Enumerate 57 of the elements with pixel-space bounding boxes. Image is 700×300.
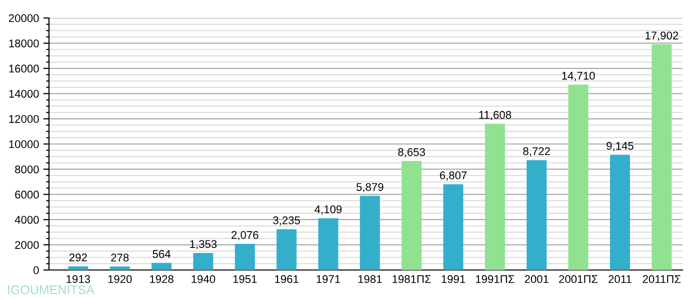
y-tick-label: 4000 (14, 216, 39, 224)
y-tick-label: 10000 (9, 140, 39, 148)
x-tick-label: 1951 (233, 275, 257, 284)
x-tick-label: 1981 (358, 275, 382, 284)
data-label: 9,145 (606, 142, 634, 152)
data-label: 14,710 (562, 72, 595, 81)
y-tick-label: 8000 (15, 165, 39, 174)
bar (234, 244, 255, 270)
x-tick-label: 1991ΠΣ (476, 275, 514, 284)
y-tick-label: 18000 (9, 39, 39, 48)
bar (276, 229, 297, 270)
bar (318, 218, 338, 270)
x-tick-label: 1940 (192, 275, 216, 284)
data-label: 3,235 (273, 216, 300, 226)
x-tick-label: 1913 (66, 275, 90, 284)
data-label: 292 (69, 253, 87, 262)
data-label: 4,109 (314, 205, 342, 215)
x-tick-label: 1971 (316, 275, 340, 284)
data-label: 8,722 (523, 147, 550, 156)
bar (484, 124, 505, 270)
bar (193, 252, 214, 270)
data-label: 278 (111, 254, 129, 262)
x-tick-label: 2011 (608, 275, 632, 284)
bar (68, 266, 88, 270)
data-label: 5,879 (356, 183, 384, 192)
data-label: 17,902 (646, 32, 678, 41)
bar (443, 184, 464, 270)
bar (652, 44, 672, 270)
data-label: 564 (152, 250, 170, 258)
data-label: 8,653 (398, 148, 426, 158)
bar (152, 262, 172, 270)
text: IGOUMENITSA (8, 285, 94, 294)
bar (402, 160, 422, 270)
x-tick-label: 2011ΠΣ (642, 275, 681, 284)
bar (526, 160, 547, 270)
y-tick-label: 20000 (8, 14, 39, 22)
y-tick-label: 14000 (9, 90, 39, 98)
y-tick-label: 6000 (15, 190, 39, 199)
data-label: 6,807 (440, 171, 467, 181)
x-tick-label: 1991 (442, 275, 466, 284)
x-tick-label: 2001ΠΣ (559, 275, 598, 284)
x-tick-label: 2001 (524, 275, 548, 284)
bar (110, 266, 130, 270)
bar (610, 154, 630, 270)
data-label: 1,353 (190, 240, 217, 250)
y-tick-label: 16000 (9, 64, 39, 73)
y-tick-label: 2000 (15, 241, 39, 249)
data-label: 11,608 (479, 110, 512, 120)
data-label: 2,076 (232, 231, 258, 240)
x-tick-label: 1920 (108, 275, 132, 284)
x-tick-label: 1961 (275, 275, 298, 284)
x-tick-label: 1981ΠΣ (392, 275, 431, 284)
x-tick-label: 1928 (150, 275, 174, 284)
y-tick-label: 12000 (9, 115, 39, 123)
bar (568, 84, 588, 270)
bar (360, 196, 380, 270)
y-tick-label: 0 (34, 266, 39, 274)
